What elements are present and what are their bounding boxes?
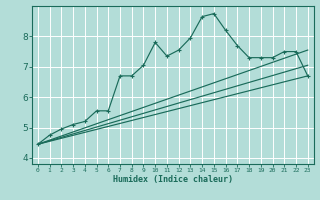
X-axis label: Humidex (Indice chaleur): Humidex (Indice chaleur) [113,175,233,184]
